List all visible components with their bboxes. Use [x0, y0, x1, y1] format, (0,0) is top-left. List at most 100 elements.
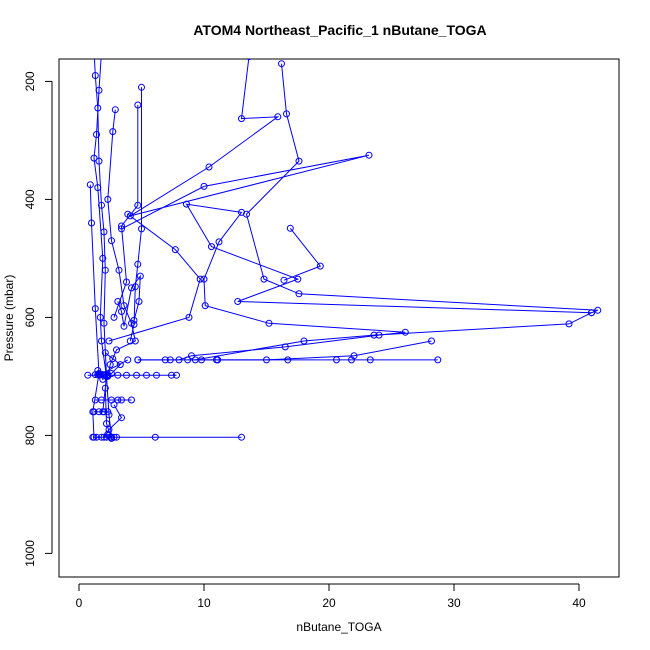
data-point: [89, 433, 97, 441]
data-point: [100, 408, 108, 416]
series-line: [89, 184, 100, 438]
y-tick-label: 600: [23, 307, 37, 327]
x-tick-label: 0: [76, 596, 83, 610]
data-point: [94, 184, 102, 192]
series-line: [97, 352, 122, 381]
series-22: [101, 384, 115, 442]
data-point: [234, 298, 242, 305]
data-point: [98, 201, 105, 209]
data-point: [104, 430, 112, 438]
data-point: [108, 434, 115, 442]
data-point: [113, 346, 120, 354]
data-point: [84, 371, 92, 379]
data-point: [238, 115, 245, 123]
data-point: [134, 201, 142, 209]
series-1: [91, 59, 115, 441]
data-point: [153, 371, 160, 379]
data-point: [120, 302, 128, 310]
data-point: [110, 313, 118, 321]
data-point: [166, 356, 174, 364]
data-point: [286, 224, 294, 232]
data-point: [300, 337, 308, 345]
data-point: [333, 356, 340, 364]
data-point: [208, 243, 215, 251]
series-17: [110, 101, 142, 321]
data-point: [401, 328, 409, 336]
data-point: [280, 276, 288, 284]
y-tick-label: 800: [23, 425, 37, 445]
series-group: [84, 49, 602, 442]
data-point: [123, 278, 130, 286]
data-point: [151, 433, 159, 441]
data-point: [91, 305, 99, 313]
data-point: [171, 246, 179, 254]
data-point: [133, 371, 140, 379]
data-point: [98, 337, 105, 345]
chart-title: ATOM4 Northeast_Pacific_1 nButane_TOGA: [193, 22, 486, 38]
series-line: [113, 105, 139, 318]
data-point: [99, 254, 107, 262]
data-point: [118, 414, 125, 422]
data-point: [104, 408, 112, 416]
series-line: [137, 63, 598, 361]
data-point: [185, 313, 193, 321]
series-line: [93, 59, 108, 412]
data-point: [95, 408, 103, 416]
data-point: [365, 151, 373, 159]
data-point: [106, 361, 114, 369]
data-point: [265, 319, 273, 327]
data-point: [274, 113, 282, 121]
data-point: [88, 219, 95, 227]
data-point: [198, 356, 205, 364]
series-7: [105, 210, 204, 345]
data-point: [111, 106, 119, 114]
data-point: [161, 356, 169, 364]
data-point: [428, 337, 435, 345]
y-axis-label: Pressure (mbar): [2, 275, 16, 362]
data-point: [99, 49, 105, 55]
data-point: [94, 371, 102, 379]
data-point: [366, 356, 374, 364]
series-line: [117, 274, 141, 327]
data-point: [114, 298, 122, 305]
data-point: [90, 154, 98, 162]
data-point: [90, 408, 98, 416]
data-point: [118, 222, 125, 230]
data-point: [110, 401, 118, 409]
data-point: [295, 157, 303, 165]
series-8: [280, 224, 324, 284]
data-point: [135, 298, 143, 305]
x-axis: 0 10 20 30 40: [76, 583, 586, 610]
series-line: [195, 312, 592, 361]
data-point: [124, 356, 132, 364]
data-point: [134, 260, 142, 268]
data-point: [130, 321, 138, 328]
series-line: [121, 59, 370, 230]
data-point: [118, 308, 125, 315]
plot-frame: [58, 58, 620, 578]
data-point: [136, 272, 144, 280]
data-point: [123, 371, 130, 379]
series-line: [104, 388, 112, 439]
data-point: [95, 86, 103, 94]
data-point: [138, 225, 145, 233]
data-point: [284, 356, 292, 364]
data-point: [108, 370, 115, 377]
series-9: [191, 309, 595, 364]
x-tick-label: 30: [447, 596, 461, 610]
data-point: [594, 306, 602, 314]
y-axis: 200 400 600 800 1000: [23, 71, 53, 567]
data-point: [103, 420, 110, 428]
y-tick-label: 200: [23, 71, 37, 91]
data-point: [118, 396, 125, 404]
series-23: [94, 349, 124, 383]
data-point: [200, 275, 208, 283]
data-point: [96, 313, 104, 321]
series-16: [114, 272, 144, 330]
data-point: [215, 238, 223, 246]
x-tick-label: 20: [322, 596, 336, 610]
data-point: [105, 337, 113, 345]
data-point: [86, 181, 94, 189]
data-point: [260, 275, 268, 283]
